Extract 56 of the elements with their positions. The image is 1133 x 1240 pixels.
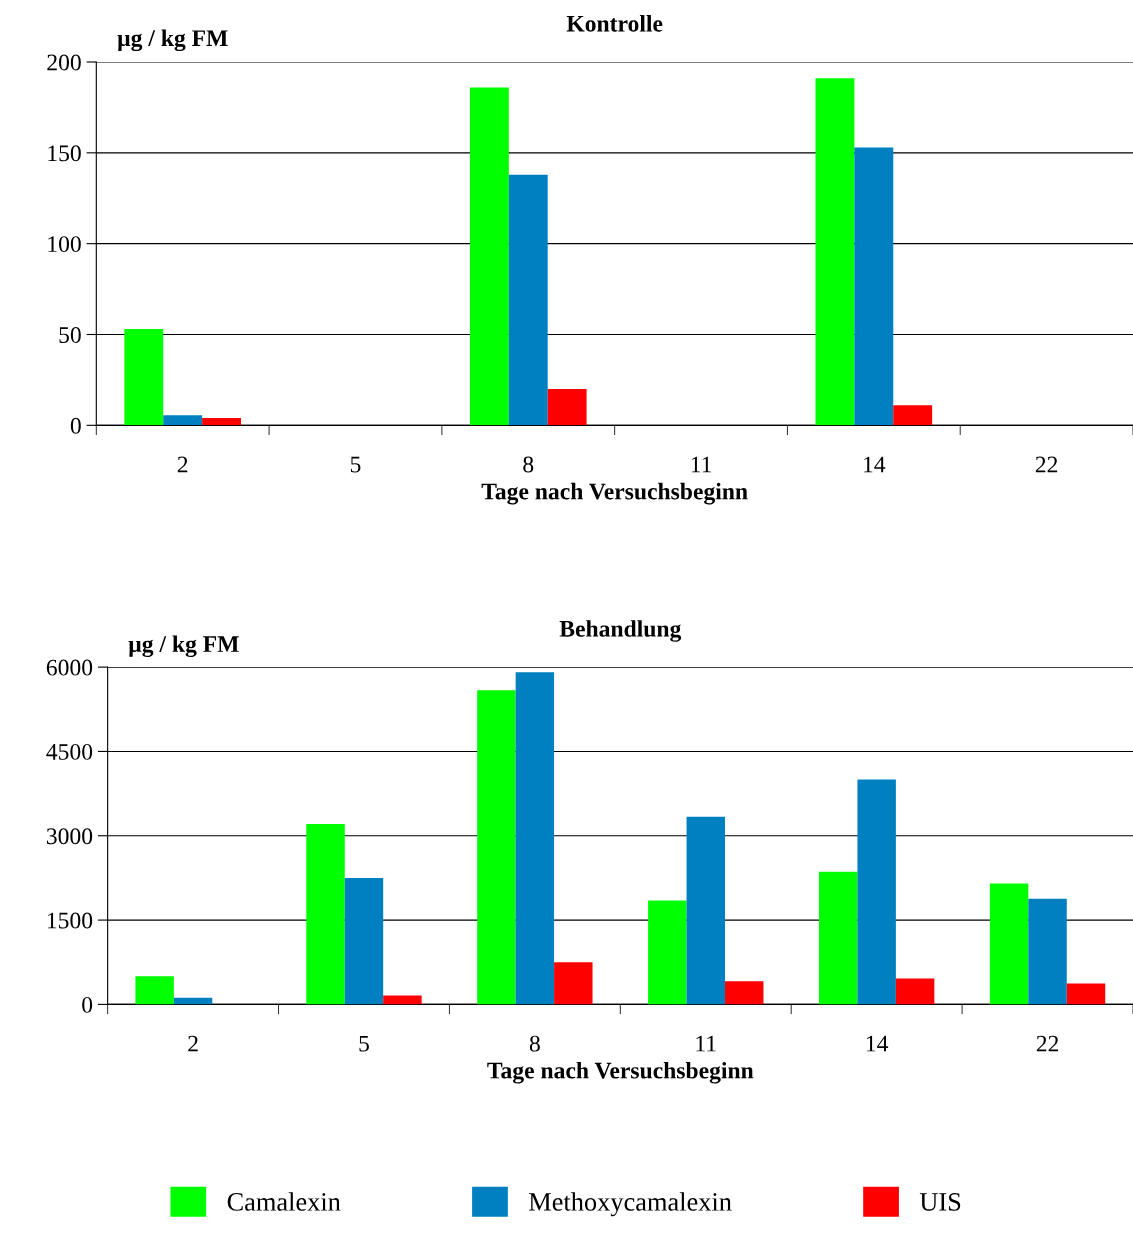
bar (854, 147, 894, 426)
x-tick-label: 11 (691, 456, 711, 473)
bar (306, 823, 345, 1005)
x-axis-title: Tage nach Versuchsbeginn (487, 1061, 754, 1084)
x-tick-label: 5 (350, 456, 361, 473)
bar (344, 877, 384, 1005)
x-tick-label: 5 (359, 1035, 369, 1052)
bar (686, 816, 725, 1005)
bar (547, 388, 587, 426)
bar (1028, 898, 1067, 1005)
legend-label: UIS (919, 1193, 961, 1211)
y-tick-label: 3000 (46, 828, 93, 845)
bar (508, 174, 548, 426)
y-tick-label: 4500 (46, 743, 93, 760)
bar (857, 779, 896, 1005)
bar (989, 883, 1029, 1005)
x-tick-label: 8 (523, 456, 534, 473)
x-tick-label: 2 (188, 1035, 198, 1052)
legend-label: Camalexin (227, 1192, 341, 1211)
y-tick-label: 100 (48, 236, 81, 253)
bar (163, 415, 203, 426)
bar (893, 405, 933, 426)
x-tick-label: 11 (696, 1035, 716, 1052)
x-tick-label: 22 (1036, 1035, 1059, 1052)
y-axis-title: µg / kg FM (117, 29, 228, 52)
x-tick-label: 14 (864, 456, 886, 473)
bar (469, 87, 509, 426)
bar (648, 900, 687, 1005)
bar (724, 981, 764, 1005)
x-tick-label: 2 (177, 456, 188, 473)
x-tick-label: 22 (1035, 456, 1058, 473)
bar (818, 871, 858, 1005)
bar (515, 672, 555, 1005)
bar (135, 976, 174, 1005)
y-tick-label: 1500 (47, 912, 93, 929)
y-tick-label: 150 (48, 145, 81, 162)
y-tick-label: 6000 (46, 659, 93, 676)
y-axis-title: µg / kg FM (128, 635, 239, 657)
x-tick-label: 8 (529, 1035, 540, 1052)
y-tick-label: 50 (59, 326, 81, 343)
bar (815, 78, 855, 426)
bar (202, 418, 242, 426)
chart-title: Behandlung (559, 620, 682, 642)
bar (895, 978, 935, 1005)
chart-title: Kontrolle (566, 15, 663, 32)
y-tick-label: 0 (82, 996, 93, 1013)
bar (477, 690, 516, 1005)
y-tick-label: 200 (47, 54, 81, 71)
y-tick-label: 0 (70, 417, 81, 434)
legend-label: Methoxycamalexin (529, 1192, 732, 1217)
bar (554, 962, 593, 1005)
x-tick-label: 14 (866, 1035, 889, 1052)
x-axis-title: Tage nach Versuchsbeginn (481, 482, 748, 505)
bar (124, 329, 164, 426)
bar (1066, 983, 1106, 1005)
bar (383, 995, 422, 1005)
